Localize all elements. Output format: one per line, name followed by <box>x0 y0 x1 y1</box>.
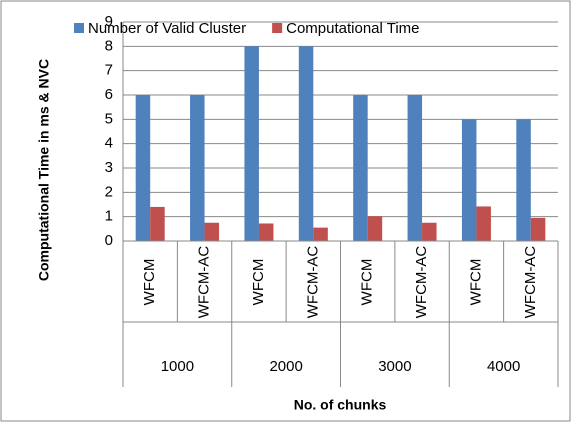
bar <box>422 222 437 241</box>
bar <box>367 216 383 241</box>
group-label: 1000 <box>161 358 194 375</box>
y-axis-label: Computational Time in ms & NVC <box>36 59 52 281</box>
bar <box>461 119 477 241</box>
group-label: 2000 <box>269 358 302 375</box>
legend-swatch <box>272 23 283 33</box>
x-tick-label: WFCM <box>141 259 158 306</box>
bar <box>135 95 151 241</box>
bar <box>258 223 274 241</box>
x-tick-label: WFCM-AC <box>304 246 321 319</box>
bar <box>353 95 368 241</box>
y-tick-label: 5 <box>105 110 113 127</box>
bar <box>516 119 531 241</box>
y-tick-label: 2 <box>105 183 113 200</box>
y-tick-label: 4 <box>105 135 113 152</box>
bar <box>204 222 220 241</box>
bar <box>313 227 328 241</box>
y-tick-label: 0 <box>105 232 113 249</box>
bar <box>476 206 491 241</box>
bar <box>530 217 546 241</box>
y-tick-label: 9 <box>105 13 113 30</box>
y-tick-label: 8 <box>105 37 113 54</box>
x-tick-label: WFCM <box>250 259 267 306</box>
x-tick-label: WFCM-AC <box>413 246 430 319</box>
x-axis-label: No. of chunks <box>294 397 387 413</box>
bar <box>298 46 314 242</box>
legend-swatch <box>74 23 84 33</box>
group-label: 4000 <box>487 358 520 375</box>
bar <box>190 95 205 241</box>
y-tick-label: 1 <box>105 208 113 225</box>
bar <box>150 206 165 241</box>
bar <box>407 95 423 241</box>
group-label: 3000 <box>378 358 411 375</box>
y-tick-label: 6 <box>105 86 113 103</box>
y-tick-label: 3 <box>105 159 113 176</box>
legend-label: Computational Time <box>286 20 419 37</box>
bar <box>244 46 259 242</box>
x-tick-label: WFCM <box>467 259 484 306</box>
legend-label: Number of Valid Cluster <box>88 20 246 37</box>
y-tick-label: 7 <box>105 62 113 79</box>
x-tick-label: WFCM-AC <box>522 246 539 319</box>
x-tick-label: WFCM <box>359 259 376 306</box>
x-tick-label: WFCM-AC <box>196 246 213 319</box>
